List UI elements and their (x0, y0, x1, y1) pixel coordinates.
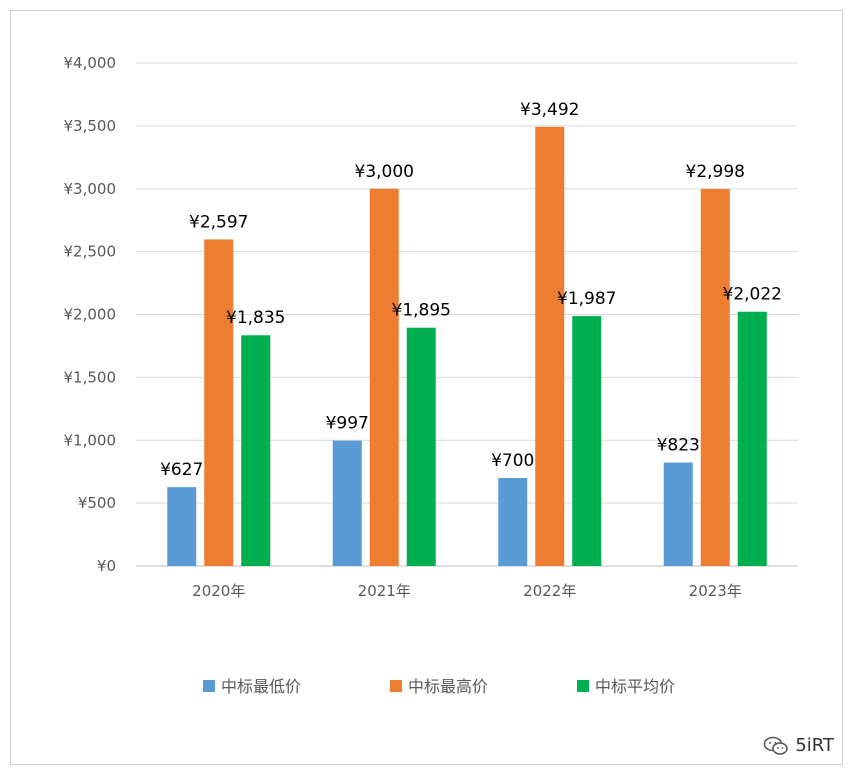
bar (332, 440, 362, 566)
legend-swatch (577, 680, 589, 692)
bar (369, 188, 399, 566)
bar (737, 311, 767, 566)
x-tick-label: 2020年 (192, 582, 245, 600)
bar (498, 477, 528, 566)
bar (663, 462, 693, 566)
data-label: ¥2,022 (723, 285, 782, 305)
data-labels: ¥627 ¥2,597 ¥1,835 ¥997 ¥3,000 ¥1,895 ¥700 ¥3,4… (160, 100, 782, 480)
data-label: ¥2,998 (686, 162, 745, 182)
bar (700, 189, 730, 566)
y-axis: ¥0 ¥500 ¥1,000 ¥1,500 ¥2,000 ¥2,500 ¥3,000 ¥3,5… (64, 54, 117, 575)
data-label: ¥627 (160, 460, 203, 480)
data-label: ¥997 (326, 414, 369, 434)
y-tick-label: ¥500 (78, 494, 116, 512)
x-axis: 2020年 2021年 2022年 2023年 (192, 582, 742, 600)
bar (535, 126, 565, 567)
y-tick-label: ¥2,500 (64, 243, 117, 261)
y-tick-label: ¥2,000 (64, 306, 117, 324)
y-tick-label: ¥0 (97, 557, 116, 575)
y-tick-label: ¥3,500 (64, 117, 117, 135)
data-label: ¥3,492 (520, 100, 579, 120)
bar (241, 335, 271, 566)
data-label: ¥1,895 (392, 301, 451, 321)
bars (167, 126, 767, 567)
y-tick-label: ¥1,000 (64, 431, 117, 449)
bar (572, 316, 602, 566)
y-tick-label: ¥1,500 (64, 368, 117, 386)
legend-label: 中标最低价 (221, 677, 301, 696)
bar (204, 239, 234, 566)
x-tick-label: 2023年 (689, 582, 742, 600)
bar (406, 327, 436, 566)
wechat-icon (764, 736, 789, 755)
bar (167, 487, 197, 566)
legend-swatch (390, 680, 402, 692)
data-label: ¥823 (657, 436, 700, 456)
legend: 中标最低价 中标最高价 中标平均价 (203, 677, 675, 696)
x-tick-label: 2021年 (358, 582, 411, 600)
data-label: ¥3,000 (355, 162, 414, 182)
legend-label: 中标平均价 (595, 677, 675, 696)
x-tick-label: 2022年 (523, 582, 576, 600)
watermark-text: 5iRT (795, 735, 834, 756)
data-label: ¥1,987 (557, 289, 616, 309)
legend-swatch (203, 680, 215, 692)
data-label: ¥1,835 (226, 308, 285, 328)
data-label: ¥700 (491, 451, 534, 471)
y-tick-label: ¥4,000 (64, 54, 117, 72)
y-tick-label: ¥3,000 (64, 180, 117, 198)
legend-label: 中标最高价 (408, 677, 488, 696)
data-label: ¥2,597 (189, 212, 248, 232)
watermark: 5iRT (763, 735, 834, 756)
